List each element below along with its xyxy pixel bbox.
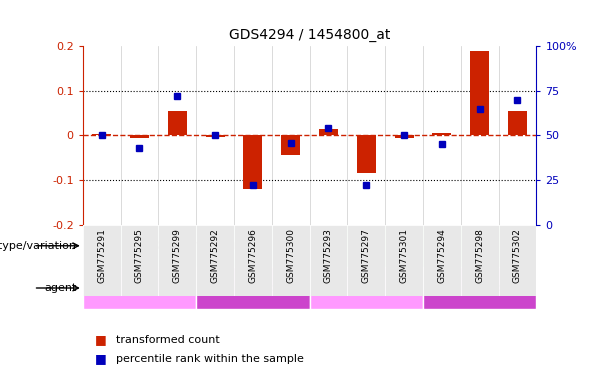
Text: all trans retinoic acid: all trans retinoic acid: [425, 283, 535, 293]
Bar: [470, 51, 489, 136]
Bar: [508, 111, 527, 136]
Bar: [395, 136, 414, 137]
Bar: [319, 129, 338, 136]
Bar: [432, 133, 451, 136]
Text: GSM775291: GSM775291: [97, 228, 106, 283]
Bar: [168, 111, 187, 136]
FancyBboxPatch shape: [83, 267, 196, 309]
Text: genotype/variation: genotype/variation: [0, 241, 77, 251]
Text: all trans retinoic acid: all trans retinoic acid: [198, 283, 308, 293]
FancyBboxPatch shape: [423, 267, 536, 309]
Text: agent: agent: [44, 283, 77, 293]
Text: control: control: [121, 283, 158, 293]
Text: percentile rank within the sample: percentile rank within the sample: [116, 354, 304, 364]
FancyBboxPatch shape: [385, 225, 423, 296]
FancyBboxPatch shape: [310, 225, 536, 267]
Bar: [130, 136, 149, 138]
Bar: [357, 136, 376, 173]
Text: GSM775292: GSM775292: [210, 228, 219, 283]
Bar: [205, 136, 224, 137]
Text: GSM775298: GSM775298: [475, 228, 484, 283]
FancyBboxPatch shape: [272, 225, 310, 296]
FancyBboxPatch shape: [498, 225, 536, 296]
FancyBboxPatch shape: [423, 225, 461, 296]
Text: GSM775300: GSM775300: [286, 228, 295, 283]
Text: GSM775302: GSM775302: [513, 228, 522, 283]
Text: ■: ■: [95, 353, 107, 366]
FancyBboxPatch shape: [310, 267, 423, 309]
FancyBboxPatch shape: [158, 225, 196, 296]
Text: GSM775295: GSM775295: [135, 228, 144, 283]
Text: ■: ■: [95, 333, 107, 346]
Bar: [243, 136, 262, 189]
Bar: [92, 134, 111, 136]
FancyBboxPatch shape: [83, 225, 310, 267]
FancyBboxPatch shape: [234, 225, 272, 296]
Text: GSM775294: GSM775294: [437, 228, 446, 283]
Text: GSM775296: GSM775296: [248, 228, 257, 283]
Text: transformed count: transformed count: [116, 335, 220, 345]
Text: GSM775297: GSM775297: [362, 228, 371, 283]
Text: GSM775293: GSM775293: [324, 228, 333, 283]
FancyBboxPatch shape: [196, 225, 234, 296]
FancyBboxPatch shape: [196, 267, 310, 309]
Text: control: control: [348, 283, 384, 293]
Text: GSM775301: GSM775301: [400, 228, 409, 283]
FancyBboxPatch shape: [121, 225, 158, 296]
FancyBboxPatch shape: [83, 225, 121, 296]
FancyBboxPatch shape: [461, 225, 498, 296]
Title: GDS4294 / 1454800_at: GDS4294 / 1454800_at: [229, 28, 390, 42]
Bar: [281, 136, 300, 156]
Text: wild type: wild type: [396, 239, 450, 252]
FancyBboxPatch shape: [348, 225, 385, 296]
Text: RARa knockout: RARa knockout: [152, 239, 240, 252]
Text: GSM775299: GSM775299: [173, 228, 182, 283]
FancyBboxPatch shape: [310, 225, 348, 296]
